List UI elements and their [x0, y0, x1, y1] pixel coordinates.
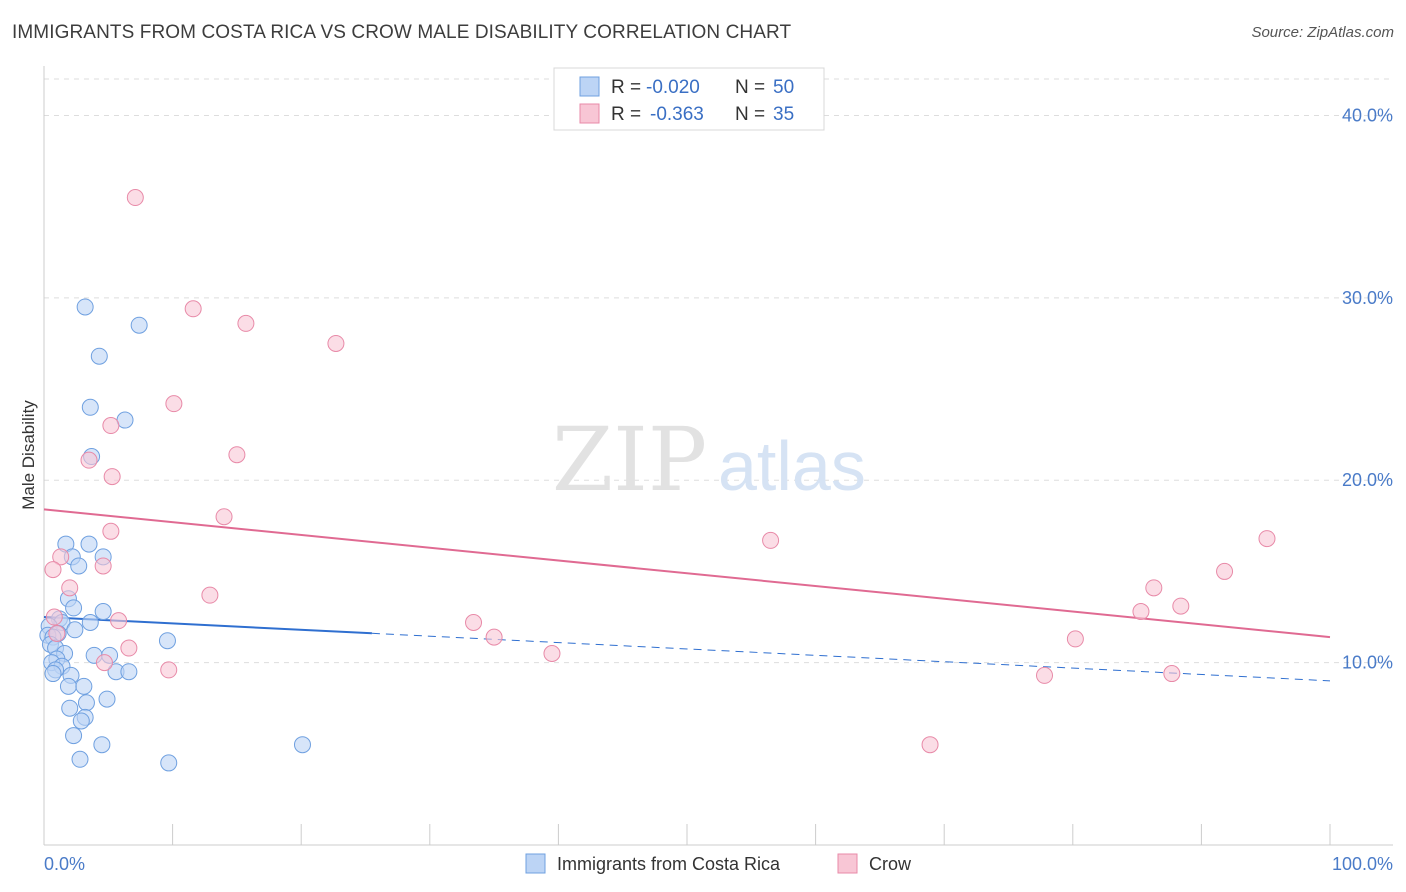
point-crow-34	[45, 608, 63, 626]
legend-n-label-2: N =	[735, 104, 765, 125]
source-label: Source: ZipAtlas.com	[1251, 24, 1394, 41]
y-tick-label-2: 30.0%	[1342, 288, 1393, 308]
point-costa-rica-13	[94, 603, 112, 621]
point-costa-rica-12	[65, 599, 83, 617]
point-crow-26	[1216, 562, 1234, 580]
point-crow-22	[485, 628, 503, 646]
data-points	[39, 189, 1276, 772]
legend-r-label-2: R =	[611, 104, 641, 125]
y-tick-labels: 10.0% 20.0% 30.0% 40.0%	[1342, 105, 1393, 672]
point-crow-31	[1036, 666, 1054, 684]
point-crow-27	[1145, 579, 1163, 597]
chart-title: IMMIGRANTS FROM COSTA RICA VS CROW MALE …	[12, 22, 792, 43]
point-costa-rica-38	[98, 690, 116, 708]
axes	[43, 66, 1393, 846]
y-axis-label: Male Disability	[19, 400, 38, 510]
point-crow-19	[95, 654, 113, 672]
point-costa-rica-15	[81, 613, 99, 631]
point-costa-rica-34	[120, 663, 138, 681]
point-crow-7	[80, 451, 98, 469]
legend-n-value-2: 35	[773, 104, 794, 125]
point-costa-rica-3	[81, 398, 99, 416]
point-crow-21	[465, 613, 483, 631]
grid	[44, 78, 1393, 664]
point-crow-3	[327, 334, 345, 352]
point-costa-rica-39	[77, 694, 95, 712]
point-crow-9	[215, 508, 233, 526]
point-crow-16	[110, 612, 128, 630]
point-crow-30	[1066, 630, 1084, 648]
point-costa-rica-4	[116, 411, 134, 429]
point-costa-rica-44	[93, 736, 111, 754]
legend-r-value-2: -0.363	[650, 104, 704, 125]
y-tick-label-0: 10.0%	[1342, 653, 1393, 673]
point-crow-14	[61, 579, 79, 597]
point-crow-23	[543, 645, 561, 662]
point-crow-15	[201, 586, 219, 604]
point-crow-12	[44, 561, 62, 579]
point-crow-11	[52, 548, 70, 566]
legend-swatch-blue	[579, 76, 600, 97]
point-costa-rica-22	[158, 632, 176, 650]
trend-lines	[43, 508, 1331, 682]
y-tick-label-3: 40.0%	[1342, 105, 1393, 125]
legend-r-label-1: R =	[611, 77, 641, 98]
point-costa-rica-2	[90, 347, 108, 365]
point-costa-rica-47	[160, 754, 178, 772]
point-crow-32	[1163, 665, 1181, 683]
point-costa-rica-0	[76, 298, 94, 316]
point-costa-rica-40	[61, 699, 79, 717]
point-crow-25	[1258, 530, 1276, 548]
legend: R = -0.020 N = 50 R = -0.363 N = 35	[553, 67, 825, 131]
watermark-zip: ZIP	[552, 408, 707, 511]
point-crow-8	[103, 468, 121, 486]
point-crow-29	[1172, 597, 1190, 615]
trend-line-pink	[43, 508, 1331, 639]
point-crow-33	[921, 736, 939, 754]
x-tick-label-max: 100.0%	[1332, 854, 1393, 874]
point-costa-rica-36	[59, 677, 77, 695]
x-tick-label-min: 0.0%	[44, 854, 85, 874]
point-crow-1	[184, 300, 202, 318]
bottom-legend-swatch-pink	[837, 853, 858, 874]
point-crow-4	[165, 395, 183, 413]
trend-line-blue-solid	[43, 616, 372, 635]
watermark: ZIP atlas	[552, 408, 866, 511]
point-costa-rica-43	[65, 727, 83, 745]
point-costa-rica-18	[66, 621, 84, 639]
point-crow-2	[237, 314, 255, 332]
bottom-legend-label-pink: Crow	[869, 854, 912, 874]
point-costa-rica-42	[72, 712, 90, 730]
legend-r-value-1: -0.020	[646, 77, 700, 98]
point-crow-13	[94, 557, 112, 575]
watermark-atlas: atlas	[718, 427, 866, 505]
point-crow-18	[120, 639, 138, 657]
point-crow-5	[102, 417, 120, 435]
legend-swatch-pink	[579, 103, 600, 124]
point-crow-10	[102, 522, 120, 540]
point-costa-rica-10	[70, 557, 88, 575]
point-crow-6	[228, 446, 246, 464]
legend-n-value-1: 50	[773, 77, 794, 98]
point-costa-rica-32	[44, 665, 62, 683]
point-costa-rica-7	[80, 535, 98, 553]
point-crow-24	[762, 531, 780, 549]
point-crow-0	[126, 189, 144, 207]
x-tick-labels: 0.0% 100.0%	[44, 854, 1393, 874]
point-crow-20	[160, 661, 178, 679]
bottom-legend-swatch-blue	[525, 853, 546, 874]
y-tick-label-1: 20.0%	[1342, 470, 1393, 490]
point-costa-rica-37	[75, 677, 93, 695]
point-crow-17	[48, 624, 66, 642]
point-costa-rica-46	[71, 750, 89, 768]
bottom-legend: Immigrants from Costa Rica Crow	[525, 853, 912, 874]
legend-n-label-1: N =	[735, 77, 765, 98]
point-crow-28	[1132, 603, 1150, 621]
bottom-legend-label-blue: Immigrants from Costa Rica	[557, 854, 781, 874]
point-costa-rica-45	[293, 736, 311, 754]
point-costa-rica-1	[130, 316, 148, 334]
trend-line-blue-dashed	[371, 632, 1331, 682]
